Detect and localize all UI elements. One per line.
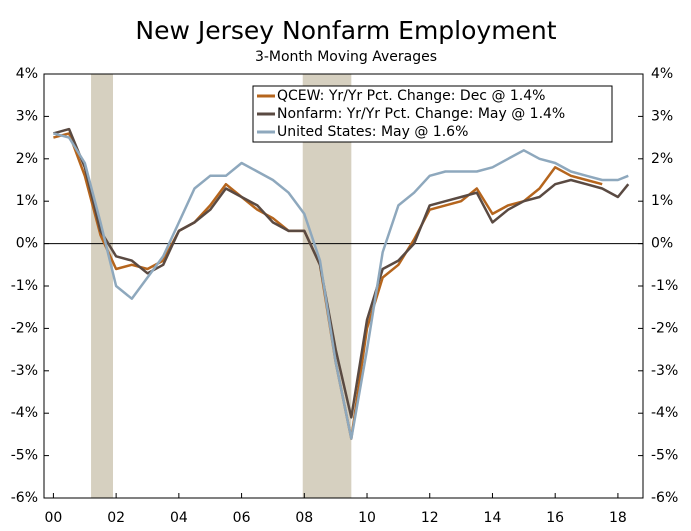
y-tick-label: 0% (16, 236, 38, 252)
y-tick-label: -4% (11, 405, 38, 421)
y-tick-label: 4% (16, 66, 38, 82)
x-tick-label: 16 (546, 510, 564, 526)
y2-tick-label: -2% (651, 320, 678, 336)
x-tick-label: 10 (358, 510, 376, 526)
y-tick-label: -5% (11, 448, 38, 464)
plot-frame (43, 73, 644, 499)
x-tick-label: 00 (44, 510, 62, 526)
series-line (53, 132, 629, 440)
y2-tick-label: 0% (651, 236, 673, 252)
recession-shade (302, 74, 352, 498)
legend-box (252, 85, 613, 143)
legend-label: QCEW: Yr/Yr Pct. Change: Dec @ 1.4% (277, 88, 545, 104)
chart-title: New Jersey Nonfarm Employment (135, 16, 556, 45)
recession-shade (91, 74, 113, 498)
legend-label: United States: May @ 1.6% (277, 124, 468, 140)
y2-tick-label: -1% (651, 278, 678, 294)
chart-subtitle: 3-Month Moving Averages (255, 49, 437, 65)
legend-label: Nonfarm: Yr/Yr Pct. Change: May @ 1.4% (277, 106, 565, 122)
y2-tick-label: 1% (651, 193, 673, 209)
y2-tick-label: 4% (651, 66, 673, 82)
y-tick-label: -3% (11, 363, 38, 379)
y2-tick-label: -3% (651, 363, 678, 379)
x-tick-label: 08 (295, 510, 313, 526)
y-tick-label: -6% (11, 490, 38, 506)
x-tick-label: 04 (170, 510, 188, 526)
y-tick-label: -1% (11, 278, 38, 294)
y2-tick-label: -5% (651, 448, 678, 464)
y2-tick-label: 3% (651, 108, 673, 124)
y-tick-label: 2% (16, 151, 38, 167)
y2-tick-label: 2% (651, 151, 673, 167)
y-tick-label: -2% (11, 320, 38, 336)
x-tick-label: 06 (233, 510, 251, 526)
y-tick-label: 3% (16, 108, 38, 124)
y2-tick-label: -4% (651, 405, 678, 421)
y-tick-label: 1% (16, 193, 38, 209)
x-tick-label: 02 (107, 510, 125, 526)
x-tick-label: 12 (421, 510, 439, 526)
y2-tick-label: -6% (651, 490, 678, 506)
x-tick-label: 18 (609, 510, 627, 526)
x-tick-label: 14 (484, 510, 502, 526)
